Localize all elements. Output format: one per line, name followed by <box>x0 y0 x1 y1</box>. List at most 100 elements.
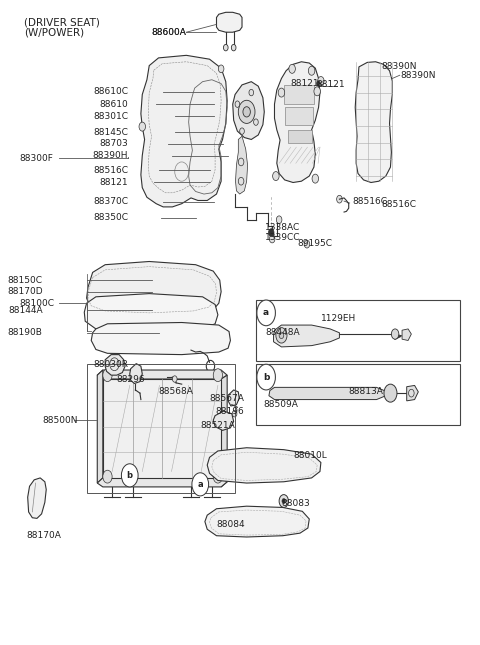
Polygon shape <box>221 375 227 487</box>
Polygon shape <box>269 388 386 399</box>
Text: b: b <box>127 471 133 480</box>
Polygon shape <box>97 370 227 379</box>
Text: 88567A: 88567A <box>210 395 244 403</box>
Bar <box>256 364 460 425</box>
Circle shape <box>243 106 251 117</box>
Text: 88390H: 88390H <box>93 151 128 160</box>
Polygon shape <box>407 386 418 401</box>
Polygon shape <box>216 12 242 32</box>
Circle shape <box>257 364 276 390</box>
Text: 88121: 88121 <box>290 79 319 88</box>
Circle shape <box>336 195 342 203</box>
Circle shape <box>238 100 255 123</box>
Text: 88170D: 88170D <box>7 287 43 296</box>
Circle shape <box>103 470 112 483</box>
Text: 88390N: 88390N <box>401 71 436 80</box>
Polygon shape <box>28 478 46 519</box>
Polygon shape <box>355 62 392 183</box>
Circle shape <box>384 384 397 402</box>
Circle shape <box>224 45 228 51</box>
Circle shape <box>240 128 244 134</box>
Text: 88350C: 88350C <box>93 213 128 223</box>
Circle shape <box>318 77 324 86</box>
Polygon shape <box>141 55 227 207</box>
Polygon shape <box>207 448 321 483</box>
Text: 1339CC: 1339CC <box>265 233 300 243</box>
Text: 88370C: 88370C <box>93 197 128 206</box>
Circle shape <box>268 229 274 237</box>
Polygon shape <box>97 370 103 483</box>
Text: 88121: 88121 <box>100 178 128 187</box>
Circle shape <box>232 410 237 417</box>
Circle shape <box>218 65 224 73</box>
Polygon shape <box>402 329 411 341</box>
Text: 88083: 88083 <box>281 499 310 508</box>
Circle shape <box>235 101 240 107</box>
Text: a: a <box>197 480 203 489</box>
Circle shape <box>103 369 112 382</box>
Polygon shape <box>205 506 309 537</box>
Circle shape <box>213 369 223 382</box>
Text: (DRIVER SEAT): (DRIVER SEAT) <box>24 17 100 28</box>
Circle shape <box>231 45 236 51</box>
Text: 88516C: 88516C <box>352 197 387 206</box>
Text: 88010L: 88010L <box>293 451 327 460</box>
Circle shape <box>289 64 295 74</box>
Text: 88300F: 88300F <box>19 154 53 163</box>
Text: 88084: 88084 <box>216 521 245 530</box>
Polygon shape <box>84 293 218 332</box>
Polygon shape <box>275 62 320 183</box>
Polygon shape <box>91 322 230 355</box>
Circle shape <box>276 216 282 224</box>
Polygon shape <box>233 82 264 139</box>
Text: 88568A: 88568A <box>158 388 193 397</box>
Circle shape <box>308 66 315 75</box>
Circle shape <box>391 329 399 339</box>
Text: 88500N: 88500N <box>43 415 78 424</box>
Text: 88144A: 88144A <box>8 306 43 315</box>
Text: 88170A: 88170A <box>26 531 61 541</box>
Polygon shape <box>284 85 314 104</box>
Circle shape <box>192 473 209 496</box>
Text: 89195C: 89195C <box>298 239 333 248</box>
Polygon shape <box>86 261 221 315</box>
Polygon shape <box>130 364 142 384</box>
Text: 88301C: 88301C <box>93 112 128 121</box>
Text: 88610: 88610 <box>100 99 128 108</box>
Circle shape <box>276 328 287 343</box>
Text: 88610C: 88610C <box>93 88 128 97</box>
Circle shape <box>121 464 138 487</box>
Circle shape <box>279 495 288 508</box>
Circle shape <box>273 172 279 181</box>
Text: 88390N: 88390N <box>381 63 417 72</box>
Polygon shape <box>274 325 339 347</box>
Circle shape <box>139 122 145 131</box>
Text: 88600A: 88600A <box>152 28 186 37</box>
Circle shape <box>282 499 286 504</box>
Text: 1129EH: 1129EH <box>321 313 356 322</box>
Text: 88509A: 88509A <box>263 399 298 408</box>
Circle shape <box>304 241 310 248</box>
Text: 88516C: 88516C <box>93 166 128 175</box>
Text: 88600A: 88600A <box>152 28 186 37</box>
Text: 88516C: 88516C <box>381 201 416 210</box>
Circle shape <box>213 470 223 483</box>
Text: 88448A: 88448A <box>265 328 300 337</box>
Polygon shape <box>103 379 221 478</box>
Polygon shape <box>288 130 312 143</box>
Text: b: b <box>263 373 269 382</box>
Polygon shape <box>285 107 313 124</box>
Text: 88521A: 88521A <box>200 421 235 430</box>
Text: a: a <box>263 308 269 317</box>
Bar <box>86 364 235 493</box>
Polygon shape <box>236 136 248 194</box>
Circle shape <box>249 90 253 96</box>
Text: 88100C: 88100C <box>19 299 54 308</box>
Polygon shape <box>228 390 239 406</box>
Circle shape <box>279 332 284 339</box>
Circle shape <box>269 235 275 243</box>
Text: 1338AC: 1338AC <box>265 223 300 232</box>
Circle shape <box>312 174 319 183</box>
Circle shape <box>278 88 285 97</box>
Polygon shape <box>105 355 125 375</box>
